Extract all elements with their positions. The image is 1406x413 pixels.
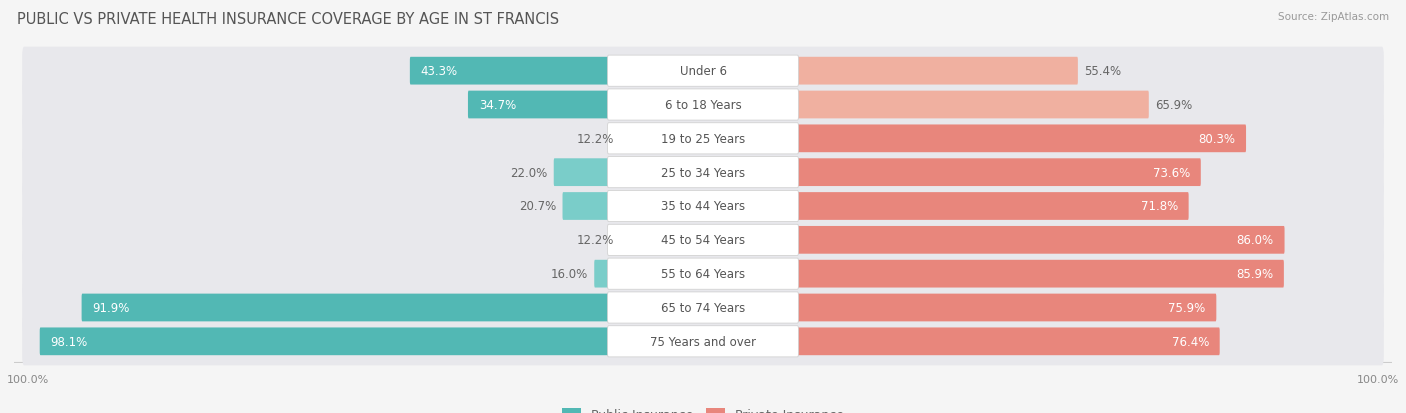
Text: 73.6%: 73.6% — [1153, 166, 1189, 179]
FancyBboxPatch shape — [82, 294, 703, 322]
FancyBboxPatch shape — [411, 58, 703, 85]
Text: 12.2%: 12.2% — [576, 234, 614, 247]
Text: 98.1%: 98.1% — [51, 335, 87, 348]
Text: 19 to 25 Years: 19 to 25 Years — [661, 133, 745, 145]
Text: 45 to 54 Years: 45 to 54 Years — [661, 234, 745, 247]
FancyBboxPatch shape — [22, 47, 1384, 95]
FancyBboxPatch shape — [607, 191, 799, 222]
Text: 12.2%: 12.2% — [576, 133, 614, 145]
Text: Source: ZipAtlas.com: Source: ZipAtlas.com — [1278, 12, 1389, 22]
FancyBboxPatch shape — [607, 292, 799, 323]
FancyBboxPatch shape — [22, 183, 1384, 230]
Text: 25 to 34 Years: 25 to 34 Years — [661, 166, 745, 179]
FancyBboxPatch shape — [22, 216, 1384, 264]
Text: 71.8%: 71.8% — [1140, 200, 1178, 213]
FancyBboxPatch shape — [703, 294, 1216, 322]
Text: 91.9%: 91.9% — [93, 301, 129, 314]
FancyBboxPatch shape — [703, 91, 1149, 119]
Text: 76.4%: 76.4% — [1171, 335, 1209, 348]
Text: PUBLIC VS PRIVATE HEALTH INSURANCE COVERAGE BY AGE IN ST FRANCIS: PUBLIC VS PRIVATE HEALTH INSURANCE COVER… — [17, 12, 560, 27]
FancyBboxPatch shape — [703, 58, 1078, 85]
FancyBboxPatch shape — [607, 157, 799, 188]
Legend: Public Insurance, Private Insurance: Public Insurance, Private Insurance — [557, 404, 849, 413]
FancyBboxPatch shape — [607, 326, 799, 357]
Text: 65.9%: 65.9% — [1154, 99, 1192, 112]
Text: 20.7%: 20.7% — [519, 200, 557, 213]
FancyBboxPatch shape — [703, 192, 1188, 221]
Text: 34.7%: 34.7% — [479, 99, 516, 112]
FancyBboxPatch shape — [607, 90, 799, 121]
Text: 16.0%: 16.0% — [551, 268, 588, 280]
FancyBboxPatch shape — [607, 123, 799, 154]
Text: 65 to 74 Years: 65 to 74 Years — [661, 301, 745, 314]
FancyBboxPatch shape — [607, 56, 799, 87]
FancyBboxPatch shape — [703, 328, 1220, 355]
FancyBboxPatch shape — [607, 225, 799, 256]
FancyBboxPatch shape — [554, 159, 703, 187]
FancyBboxPatch shape — [39, 328, 703, 355]
FancyBboxPatch shape — [468, 91, 703, 119]
FancyBboxPatch shape — [22, 318, 1384, 366]
FancyBboxPatch shape — [620, 125, 703, 153]
Text: 80.3%: 80.3% — [1198, 133, 1236, 145]
FancyBboxPatch shape — [595, 260, 703, 288]
FancyBboxPatch shape — [703, 159, 1201, 187]
FancyBboxPatch shape — [562, 192, 703, 221]
Text: 35 to 44 Years: 35 to 44 Years — [661, 200, 745, 213]
Text: 75.9%: 75.9% — [1168, 301, 1205, 314]
Text: 22.0%: 22.0% — [510, 166, 548, 179]
FancyBboxPatch shape — [703, 260, 1284, 288]
Text: Under 6: Under 6 — [679, 65, 727, 78]
FancyBboxPatch shape — [703, 226, 1285, 254]
Text: 43.3%: 43.3% — [420, 65, 458, 78]
FancyBboxPatch shape — [22, 81, 1384, 129]
FancyBboxPatch shape — [620, 226, 703, 254]
FancyBboxPatch shape — [22, 115, 1384, 163]
Text: 85.9%: 85.9% — [1236, 268, 1272, 280]
FancyBboxPatch shape — [22, 149, 1384, 197]
Text: 55 to 64 Years: 55 to 64 Years — [661, 268, 745, 280]
Text: 55.4%: 55.4% — [1084, 65, 1121, 78]
Text: 6 to 18 Years: 6 to 18 Years — [665, 99, 741, 112]
Text: 75 Years and over: 75 Years and over — [650, 335, 756, 348]
FancyBboxPatch shape — [22, 284, 1384, 332]
Text: 86.0%: 86.0% — [1237, 234, 1274, 247]
FancyBboxPatch shape — [703, 125, 1246, 153]
FancyBboxPatch shape — [607, 259, 799, 290]
FancyBboxPatch shape — [22, 250, 1384, 298]
